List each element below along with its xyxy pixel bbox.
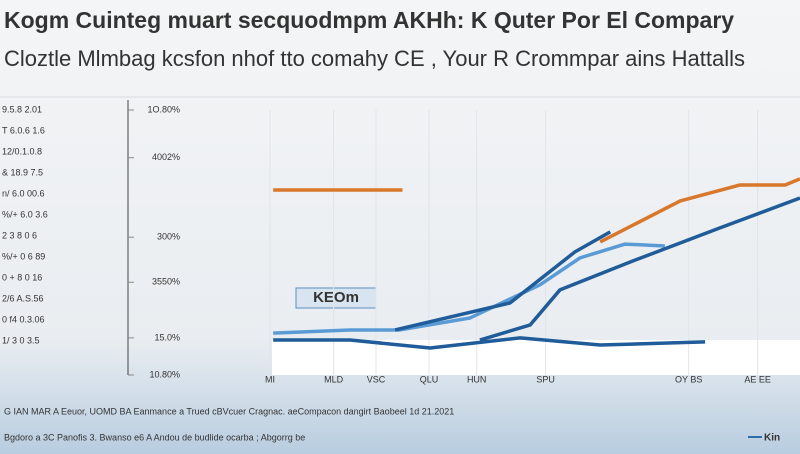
chart-subtitle: Cloztle Mlmbag kcsfon nhof tto comahy CE… <box>4 46 745 71</box>
y-tick-label: 300% <box>157 232 180 242</box>
left-label: 1/ 3 0 3.5 <box>2 335 40 345</box>
x-tick-label: AE EE <box>744 374 771 384</box>
logo: Kin <box>764 433 780 444</box>
left-label: 0 f4 0.3.06 <box>2 314 45 324</box>
y-tick-label: 10.80% <box>149 369 180 379</box>
left-label: 12/0.1.0.8 <box>2 146 42 156</box>
left-label: 2/6 A.S.56 <box>2 293 44 303</box>
line-series <box>273 242 665 335</box>
y-tick-label: 3550% <box>152 277 180 287</box>
y-tick-label: 1O.80% <box>147 104 180 114</box>
left-label: 2 3 8 0 6 <box>2 230 37 240</box>
x-tick-label: VSC <box>367 374 386 384</box>
x-tick-label: OY BS <box>675 374 702 384</box>
x-tick-label: MLD <box>324 374 344 384</box>
left-label: T 6.0.6 1.6 <box>2 125 45 135</box>
left-label: %/+ 6.0 3.6 <box>2 209 48 219</box>
y-tick-label: 4002% <box>152 152 180 162</box>
left-label: %/+ 0 6 89 <box>2 251 45 261</box>
footer: Bgdoro a 3C Panofis 3. Bwanso e6 A Andou… <box>4 432 305 442</box>
plot-fill <box>272 340 800 375</box>
line-series <box>394 230 612 332</box>
y-tick-label: 15.0% <box>154 332 180 342</box>
left-label: & 18.9 7.5 <box>2 167 43 177</box>
chart-title: Kogm Cuinteg muart secquodmpm AKHh: K Qu… <box>4 7 734 33</box>
footer: G IAN MAR A Eeuor, UOMD BA Eanmance a Tr… <box>4 406 454 416</box>
line-series <box>273 177 800 244</box>
x-tick-label: QLU <box>420 374 439 384</box>
annotation: KEOm <box>313 289 359 306</box>
x-tick-label: HUN <box>467 374 487 384</box>
left-label: 0 + 8 0 16 <box>2 272 42 282</box>
x-tick-label: MI <box>265 374 275 384</box>
line-series <box>273 336 706 350</box>
left-label: n/ 6.0 00.6 <box>2 188 45 198</box>
logo-bar <box>748 436 762 438</box>
left-label: 9.5.8 2.01 <box>2 104 42 114</box>
line-series <box>479 196 800 342</box>
x-tick-label: SPU <box>536 374 555 384</box>
